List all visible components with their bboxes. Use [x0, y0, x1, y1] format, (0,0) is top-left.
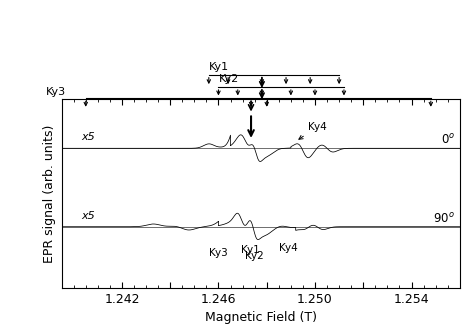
- Text: Ky4: Ky4: [279, 243, 298, 253]
- X-axis label: Magnetic Field (T): Magnetic Field (T): [205, 311, 317, 324]
- Text: 0$^o$: 0$^o$: [441, 133, 455, 147]
- Text: Ky3: Ky3: [46, 87, 66, 97]
- Text: Ky1: Ky1: [209, 62, 229, 72]
- Text: x5: x5: [81, 211, 95, 221]
- Y-axis label: EPR signal (arb. units): EPR signal (arb. units): [43, 124, 56, 263]
- Text: Ky2: Ky2: [245, 251, 264, 261]
- Text: Ky2: Ky2: [219, 74, 239, 84]
- Text: Ky1: Ky1: [241, 245, 260, 255]
- Text: Ky3: Ky3: [210, 248, 228, 258]
- Text: 90$^o$: 90$^o$: [433, 212, 455, 226]
- Text: x5: x5: [81, 132, 95, 142]
- Text: Ky4: Ky4: [299, 122, 327, 139]
